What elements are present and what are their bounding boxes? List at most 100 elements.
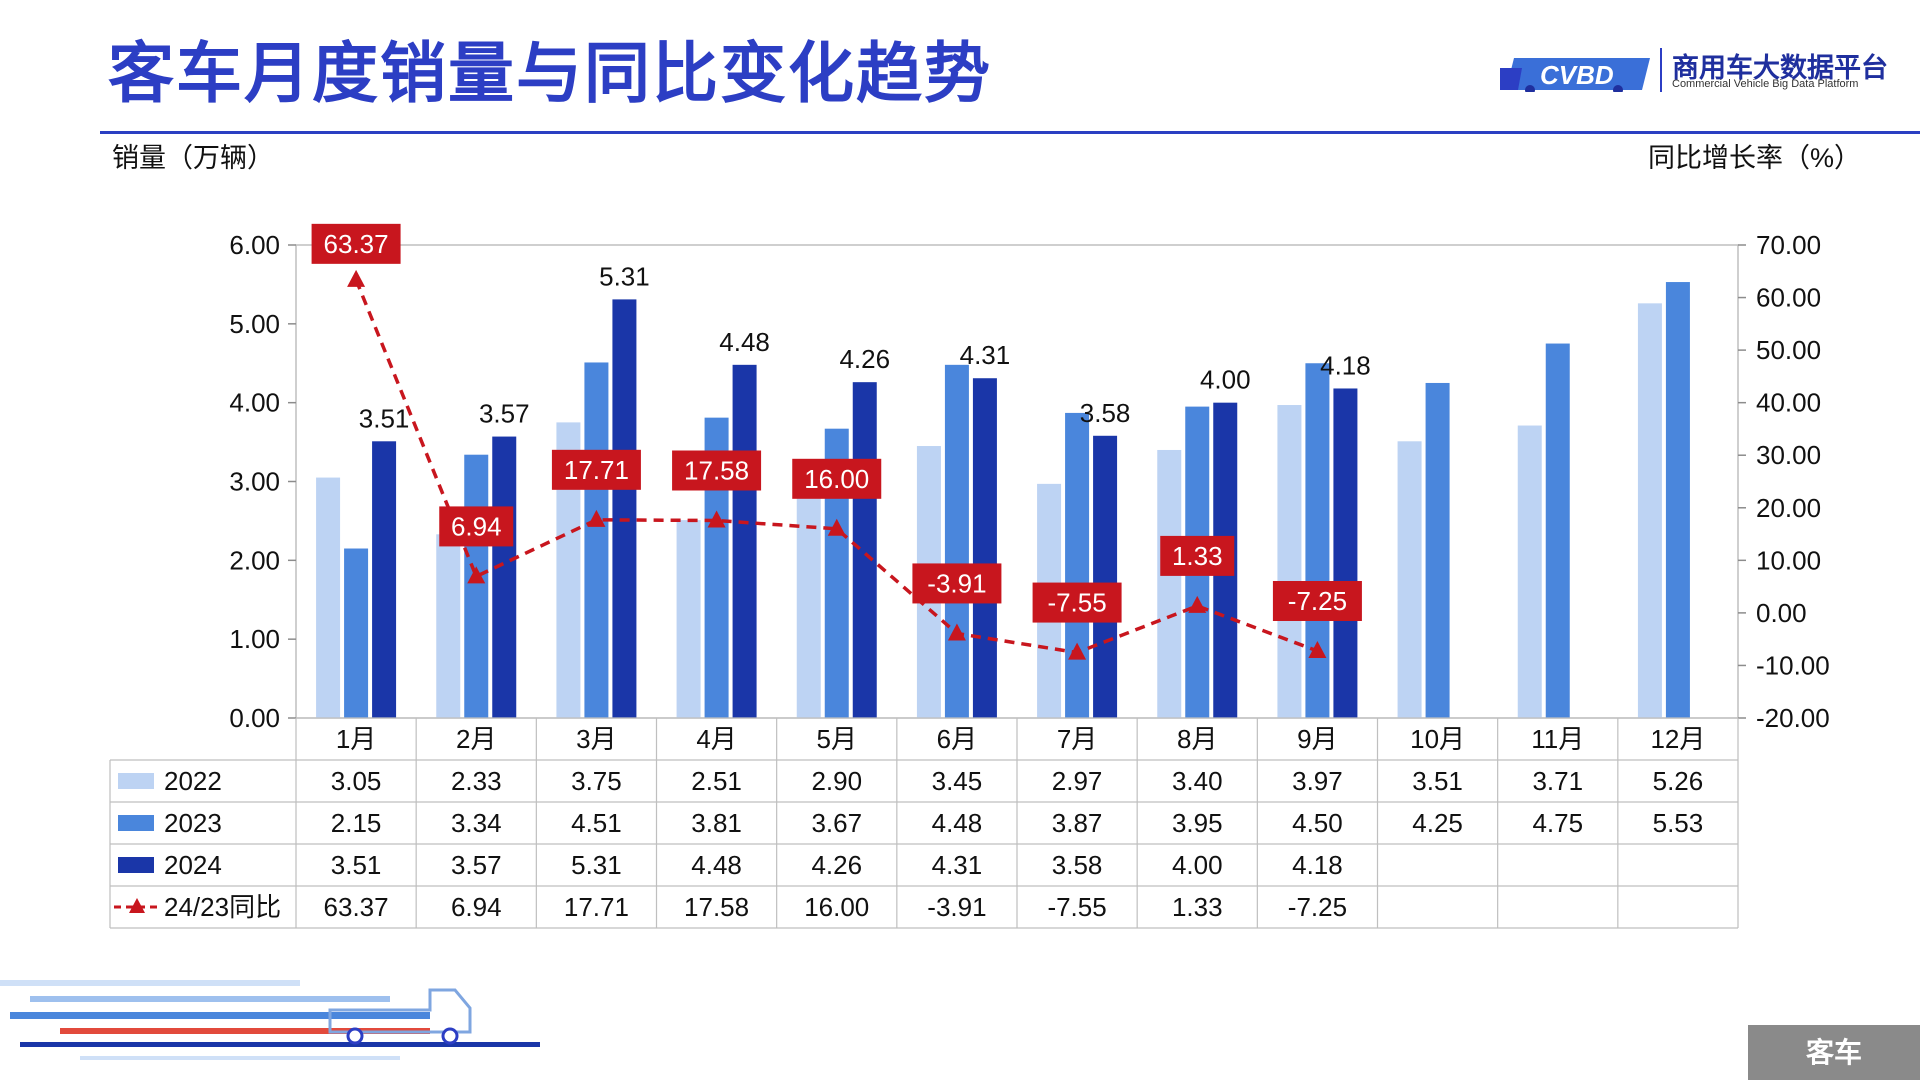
table-cell: 4.00 bbox=[1172, 850, 1223, 880]
x-tick-label: 6月 bbox=[937, 724, 977, 754]
bar-2024 bbox=[1093, 435, 1118, 718]
table-cell: 4.75 bbox=[1532, 808, 1583, 838]
left-tick-label: 4.00 bbox=[229, 388, 280, 418]
right-axis-title: 同比增长率（%） bbox=[1648, 143, 1862, 173]
bar-2023 bbox=[1305, 363, 1330, 718]
x-tick-label: 7月 bbox=[1057, 724, 1097, 754]
yoy-marker bbox=[587, 509, 606, 527]
table-cell: 4.31 bbox=[932, 850, 983, 880]
table-cell: 3.58 bbox=[1052, 850, 1103, 880]
bar-2024 bbox=[492, 436, 517, 718]
yoy-label-box bbox=[439, 506, 514, 547]
bar-2023 bbox=[344, 548, 369, 718]
bar-2023 bbox=[584, 362, 609, 718]
x-tick-label: 4月 bbox=[696, 724, 736, 754]
right-tick-label: 30.00 bbox=[1756, 440, 1821, 470]
bar-2024-data-label: 3.51 bbox=[359, 403, 410, 433]
legend-label: 2022 bbox=[164, 766, 222, 796]
table-cell: 3.75 bbox=[571, 766, 622, 796]
page-title: 客车月度销量与同比变化趋势 bbox=[108, 36, 992, 110]
bar-2023 bbox=[1545, 343, 1570, 718]
table-cell: 4.48 bbox=[691, 850, 742, 880]
yoy-marker bbox=[467, 566, 486, 584]
yoy-data-label: 63.37 bbox=[324, 229, 389, 259]
bar-2022 bbox=[316, 477, 341, 718]
yoy-label-box bbox=[1272, 580, 1362, 621]
legend-key-2022 bbox=[118, 773, 154, 789]
table-cell: 1.33 bbox=[1172, 892, 1223, 922]
x-tick-label: 11月 bbox=[1531, 724, 1584, 754]
table-cell: 3.67 bbox=[811, 808, 862, 838]
bar-2022 bbox=[1517, 425, 1542, 718]
x-tick-label: 8月 bbox=[1177, 724, 1217, 754]
legend-label: 24/23同比 bbox=[164, 892, 281, 922]
yoy-data-label: -7.55 bbox=[1047, 588, 1106, 618]
right-tick-label: -10.00 bbox=[1756, 650, 1830, 680]
right-tick-label: -20.00 bbox=[1756, 703, 1830, 733]
brand-logo: CVBD 商用车大数据平台 Commercial Vehicle Big Dat… bbox=[1500, 44, 1900, 94]
table-cell: 3.34 bbox=[451, 808, 502, 838]
table-cell: -7.55 bbox=[1047, 892, 1106, 922]
legend-key-yoy-marker bbox=[129, 898, 145, 913]
yoy-data-label: 6.94 bbox=[451, 511, 502, 541]
table-cell: 3.57 bbox=[451, 850, 502, 880]
yoy-label-box bbox=[792, 458, 882, 499]
bar-2024 bbox=[1333, 388, 1358, 718]
logo-text-en: Commercial Vehicle Big Data Platform bbox=[1672, 78, 1859, 90]
bar-2022 bbox=[676, 520, 701, 718]
x-tick-label: 3月 bbox=[576, 724, 616, 754]
left-axis-title: 销量（万辆） bbox=[112, 143, 274, 173]
bar-2024 bbox=[852, 382, 877, 718]
table-cell: 16.00 bbox=[804, 892, 869, 922]
table-cell: 3.81 bbox=[691, 808, 742, 838]
yoy-marker bbox=[947, 623, 966, 641]
cvbd-logo-icon: CVBD bbox=[1500, 58, 1650, 92]
bar-2022 bbox=[1277, 405, 1302, 718]
table-cell: 5.53 bbox=[1653, 808, 1704, 838]
table-cell: 2.97 bbox=[1052, 766, 1103, 796]
right-tick-label: 20.00 bbox=[1756, 493, 1821, 523]
bar-2023 bbox=[1425, 382, 1450, 718]
bar-2024 bbox=[972, 378, 997, 718]
table-cell: 3.95 bbox=[1172, 808, 1223, 838]
bar-2023 bbox=[944, 364, 969, 718]
x-tick-label: 2月 bbox=[456, 724, 496, 754]
table-cell: 2.15 bbox=[331, 808, 382, 838]
title-divider bbox=[100, 131, 1920, 134]
table-cell: 3.05 bbox=[331, 766, 382, 796]
bar-2022 bbox=[1637, 303, 1662, 718]
bar-2024-data-label: 4.48 bbox=[719, 327, 770, 357]
right-tick-label: 70.00 bbox=[1756, 230, 1821, 260]
table-cell: 5.31 bbox=[571, 850, 622, 880]
table-cell: 3.51 bbox=[331, 850, 382, 880]
bar-2022 bbox=[436, 534, 461, 718]
table-cell: 2.33 bbox=[451, 766, 502, 796]
yoy-marker bbox=[707, 510, 726, 528]
right-tick-label: 40.00 bbox=[1756, 388, 1821, 418]
table-cell: 3.51 bbox=[1412, 766, 1463, 796]
left-tick-label: 1.00 bbox=[229, 624, 280, 654]
yoy-data-label: -7.25 bbox=[1288, 586, 1347, 616]
right-tick-label: 0.00 bbox=[1756, 598, 1807, 628]
bar-2022 bbox=[1397, 441, 1422, 718]
table-cell: 17.71 bbox=[564, 892, 629, 922]
truck-decoration bbox=[0, 980, 540, 1060]
bar-2024-data-label: 4.18 bbox=[1320, 350, 1371, 380]
x-tick-label: 5月 bbox=[817, 724, 857, 754]
table-cell: 5.26 bbox=[1653, 766, 1704, 796]
x-tick-label: 10月 bbox=[1410, 724, 1465, 754]
table-cell: 17.58 bbox=[684, 892, 749, 922]
left-tick-label: 3.00 bbox=[229, 467, 280, 497]
right-tick-label: 50.00 bbox=[1756, 335, 1821, 365]
bar-2024-data-label: 4.31 bbox=[960, 340, 1011, 370]
yoy-marker bbox=[827, 518, 846, 536]
table-cell: 4.26 bbox=[811, 850, 862, 880]
yoy-data-label: 17.58 bbox=[684, 455, 749, 485]
table-cell: 2.51 bbox=[691, 766, 742, 796]
legend-label: 2024 bbox=[164, 850, 222, 880]
yoy-marker bbox=[1308, 640, 1327, 658]
bar-2024-data-label: 4.26 bbox=[839, 344, 890, 374]
yoy-label-box bbox=[912, 563, 1002, 604]
table-cell: 3.97 bbox=[1292, 766, 1343, 796]
bar-2023 bbox=[464, 454, 489, 718]
